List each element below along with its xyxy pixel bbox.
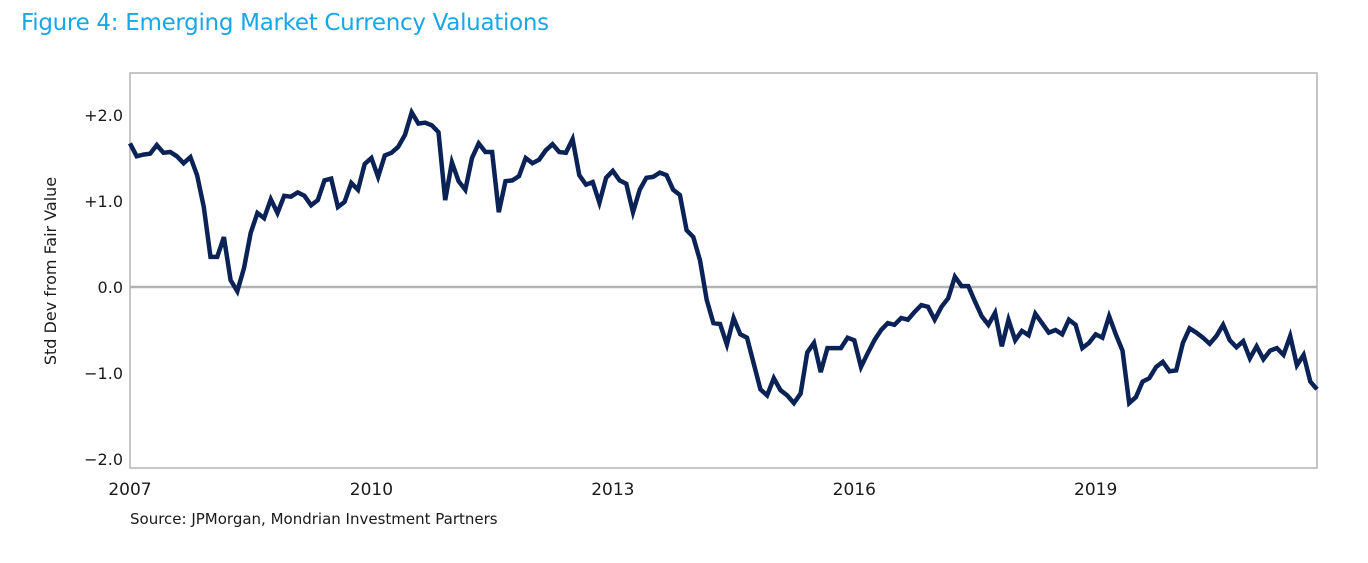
chart-title: Figure 4: Emerging Market Currency Valua… xyxy=(21,10,549,36)
x-tick-label: 2007 xyxy=(108,480,151,500)
source-note: Source: JPMorgan, Mondrian Investment Pa… xyxy=(130,510,498,528)
y-tick-label: 0.0 xyxy=(98,278,123,297)
y-tick-label: +1.0 xyxy=(84,192,123,211)
y-tick-labels: +2.0 +1.0 0.0 −1.0 −2.0 xyxy=(84,106,123,469)
y-tick-label: −1.0 xyxy=(84,364,123,383)
y-axis-label: Std Dev from Fair Value xyxy=(41,177,60,365)
x-tick-label: 2019 xyxy=(1074,480,1117,500)
y-tick-label: +2.0 xyxy=(84,106,123,125)
y-tick-label: −2.0 xyxy=(84,450,123,469)
x-tick-labels: 2007 2010 2013 2016 2019 xyxy=(108,480,1117,500)
x-tick-label: 2010 xyxy=(350,480,393,500)
plot-frame xyxy=(129,72,1318,469)
x-tick-label: 2013 xyxy=(591,480,634,500)
x-tick-label: 2016 xyxy=(833,480,876,500)
series-line xyxy=(128,106,1319,408)
